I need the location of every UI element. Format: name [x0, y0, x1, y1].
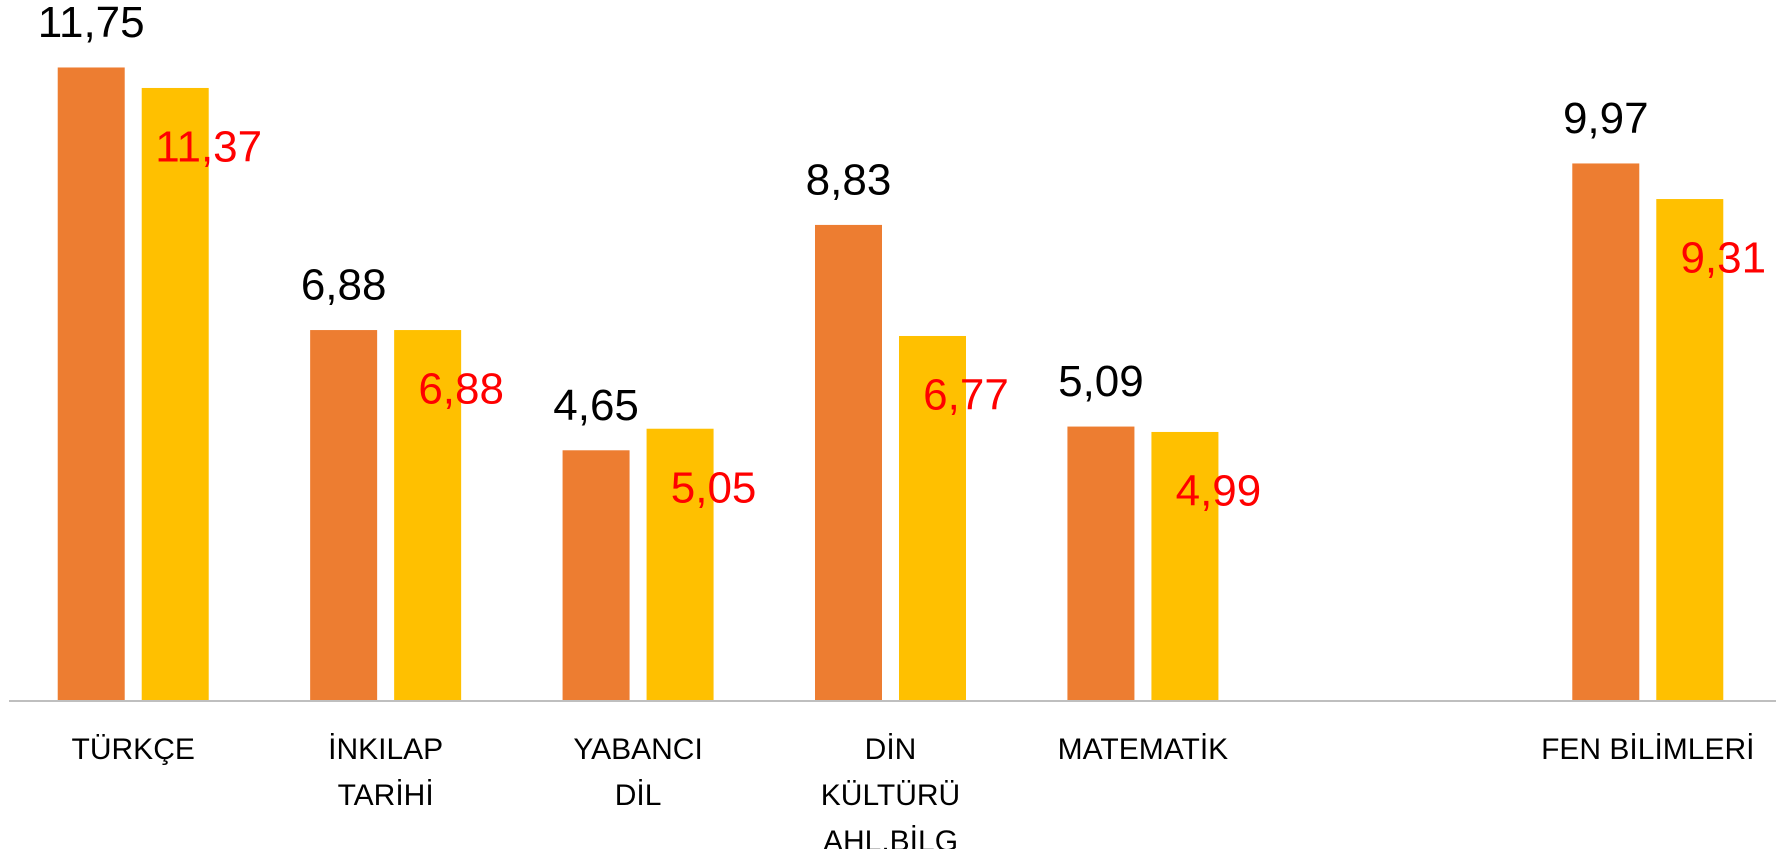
bar: [1151, 431, 1219, 701]
bar: [310, 330, 378, 701]
bar: [646, 428, 714, 701]
x-tick-label: TÜRKÇE: [72, 733, 195, 766]
data-label: 11,75: [38, 0, 145, 47]
x-tick-line: TARİHİ: [338, 779, 434, 812]
data-label: 4,99: [1176, 467, 1262, 516]
x-tick-line: FEN BİLİMLERİ: [1541, 733, 1754, 766]
x-tick-label: MATEMATİK: [1058, 733, 1229, 766]
data-label: 5,09: [1058, 357, 1144, 406]
bar: [1656, 199, 1724, 701]
x-tick-line: AHL.BİLG: [823, 825, 958, 849]
x-tick-line: YABANCI: [573, 733, 702, 766]
data-label: 6,88: [301, 261, 387, 310]
data-label: 9,31: [1680, 234, 1766, 283]
x-tick-line: İNKILAP: [328, 733, 443, 766]
data-label: 9,97: [1563, 94, 1649, 143]
bar: [899, 335, 966, 701]
x-tick-label: YABANCI DİL: [573, 733, 702, 812]
x-tick-label: DİN KÜLTÜRÜ AHL.BİLG: [821, 733, 960, 849]
x-tick-label: FEN BİLİMLERİ: [1541, 733, 1754, 766]
bar: [1067, 426, 1135, 701]
bar: [562, 450, 630, 701]
bar: [394, 330, 462, 701]
bar: [1572, 163, 1640, 702]
x-tick-label: İNKILAP TARİHİ: [328, 733, 443, 812]
data-label: 5,05: [671, 463, 757, 512]
x-tick-line: MATEMATİK: [1058, 733, 1229, 766]
data-label: 6,88: [418, 365, 504, 414]
data-label: 11,37: [155, 123, 262, 172]
x-tick-line: TÜRKÇE: [72, 733, 195, 766]
data-label: 8,83: [806, 156, 892, 205]
x-tick-line: DİN: [865, 733, 917, 766]
bar: [141, 87, 209, 701]
data-label: 6,77: [923, 371, 1009, 420]
x-tick-line: KÜLTÜRÜ: [821, 779, 960, 812]
x-tick-line: DİL: [615, 779, 662, 812]
bar: [57, 67, 125, 701]
data-label: 4,65: [553, 381, 639, 430]
bar: [815, 224, 882, 701]
